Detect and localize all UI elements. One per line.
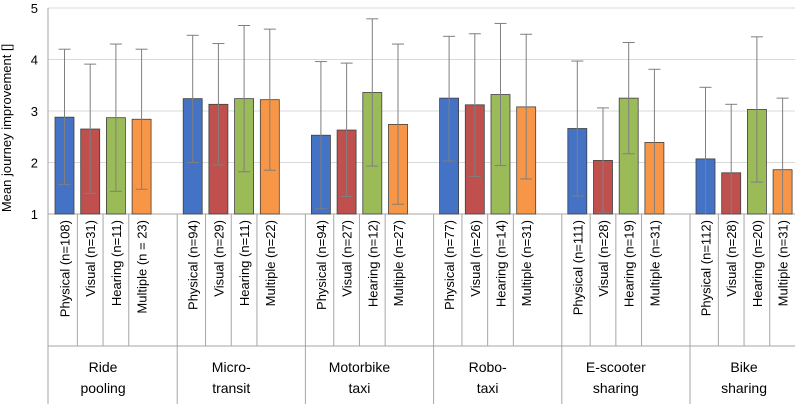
category-label: Hearing (n=14) bbox=[494, 220, 509, 307]
group-label: taxi bbox=[477, 380, 499, 396]
category-label: Visual (n=27) bbox=[340, 220, 355, 297]
category-label: Physical (n=94) bbox=[314, 220, 329, 310]
y-tick-label: 2 bbox=[31, 156, 38, 171]
group-label: transit bbox=[212, 380, 250, 396]
y-tick-label: 5 bbox=[31, 1, 38, 16]
group-label: Bike bbox=[730, 359, 757, 375]
category-label: Multiple (n = 23) bbox=[135, 220, 150, 314]
group-label: sharing bbox=[593, 380, 639, 396]
category-label: Hearing (n=12) bbox=[365, 220, 380, 307]
axes bbox=[47, 8, 795, 404]
y-axis-title: Mean journey improvement [] bbox=[0, 44, 14, 212]
category-label: Physical (n=94) bbox=[186, 220, 201, 310]
group-label: pooling bbox=[80, 380, 125, 396]
category-label: Visual (n=31) bbox=[83, 220, 98, 297]
category-label: Multiple (n=31) bbox=[776, 220, 791, 306]
group-label: sharing bbox=[721, 380, 767, 396]
group-label: taxi bbox=[349, 380, 371, 396]
category-label: Multiple (n=22) bbox=[263, 220, 278, 306]
category-label: Physical (n=108) bbox=[58, 220, 73, 317]
y-tick-label: 4 bbox=[31, 53, 38, 68]
group-label: Motorbike bbox=[329, 359, 391, 375]
category-label: Physical (n=77) bbox=[442, 220, 457, 310]
y-tick-label: 1 bbox=[31, 207, 38, 222]
group-label: Ride bbox=[89, 359, 118, 375]
category-label: Visual (n=26) bbox=[468, 220, 483, 297]
group-label: E-scooter bbox=[586, 359, 646, 375]
category-label: Visual (n=28) bbox=[724, 220, 739, 297]
gridlines bbox=[48, 7, 795, 163]
group-label: Micro- bbox=[212, 359, 251, 375]
category-label: Hearing (n=11) bbox=[237, 220, 252, 306]
category-label: Multiple (n=27) bbox=[391, 220, 406, 306]
y-tick-label: 3 bbox=[31, 104, 38, 119]
category-label: Hearing (n=11) bbox=[109, 220, 124, 306]
labels: 1 2 3 4 5 Physical (n=108) Visual (n=31) Hearin… bbox=[31, 1, 791, 396]
category-label: Hearing (n=20) bbox=[750, 220, 765, 307]
error-bars bbox=[58, 18, 789, 214]
category-label: Multiple (n=31) bbox=[519, 220, 534, 306]
category-label: Multiple (n=31) bbox=[647, 220, 662, 306]
category-label: Visual (n=29) bbox=[211, 220, 226, 297]
category-label: Physical (n=111) bbox=[570, 220, 585, 315]
category-label: Hearing (n=19) bbox=[622, 220, 637, 307]
category-label: Visual (n=28) bbox=[596, 220, 611, 297]
category-label: Physical (n=112) bbox=[699, 220, 714, 316]
group-label: Robo- bbox=[469, 359, 507, 375]
